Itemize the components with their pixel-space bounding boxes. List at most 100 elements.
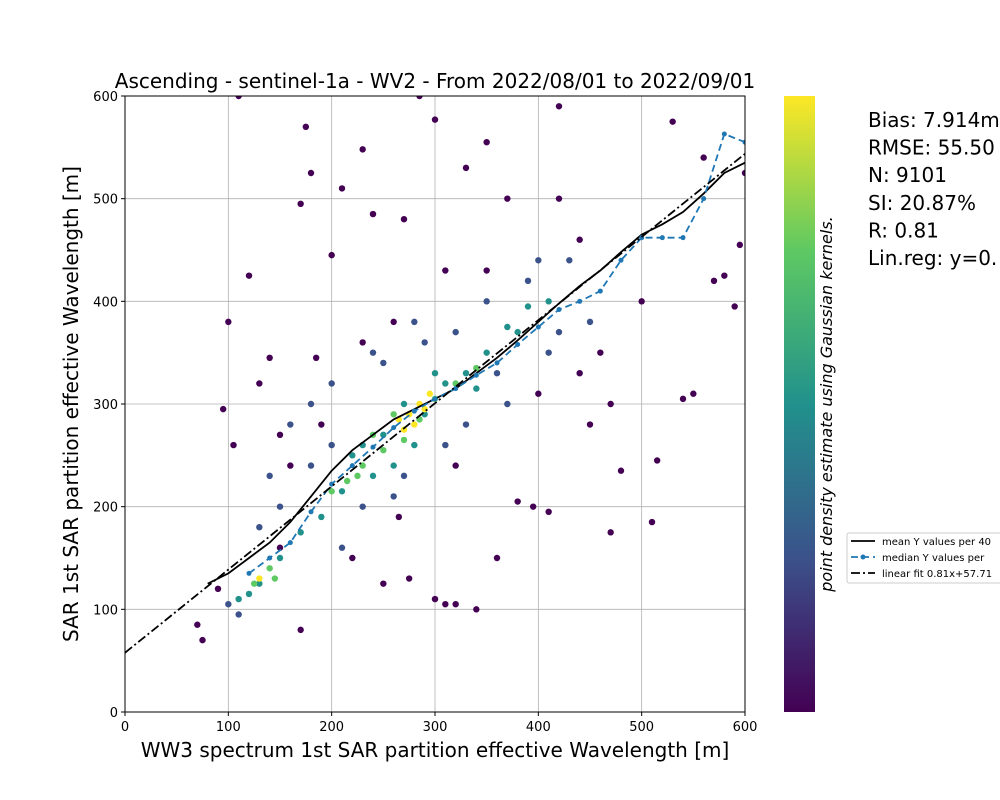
point [514, 328, 521, 336]
legend-label: median Y values per [882, 553, 985, 564]
stat-text: Lin.reg: y=0. [868, 246, 997, 270]
point [690, 390, 697, 397]
point [529, 503, 537, 510]
point [607, 400, 614, 408]
point [307, 169, 315, 177]
point [421, 339, 428, 346]
point [586, 421, 594, 428]
x-tick-label: 400 [526, 720, 551, 735]
point [276, 544, 284, 551]
point [287, 421, 294, 428]
point [545, 508, 552, 515]
x-tick-label: 600 [733, 720, 758, 735]
point [230, 441, 237, 449]
x-tick-label: 100 [216, 720, 241, 735]
point [452, 462, 459, 469]
point [431, 370, 439, 377]
series-marker [618, 257, 624, 263]
point [566, 257, 573, 264]
legend: mean Y values per 40 median Y values per l… [846, 532, 1000, 584]
point [400, 216, 408, 223]
point [514, 498, 521, 505]
point [359, 339, 366, 346]
point [597, 349, 604, 356]
point [256, 380, 263, 387]
point [266, 354, 273, 361]
point [338, 488, 346, 495]
point [483, 298, 490, 305]
legend-label: linear fit 0.81x+57.71 [882, 569, 992, 580]
series-marker [659, 235, 665, 241]
point [359, 146, 366, 153]
point [535, 257, 542, 264]
y-axis-label: SAR 1st SAR partition effective Waveleng… [59, 166, 83, 642]
point [452, 601, 459, 608]
point [328, 441, 335, 449]
series-marker [556, 307, 562, 313]
point [473, 385, 480, 392]
point [669, 118, 676, 125]
point [400, 472, 408, 480]
point [349, 554, 356, 562]
series-marker [246, 570, 252, 576]
point [400, 400, 408, 408]
point [328, 380, 335, 387]
y-tick-label: 0 [110, 706, 118, 721]
point [653, 457, 661, 464]
point [271, 575, 279, 582]
colorbar-label: point density estimate using Gaussian ke… [817, 216, 836, 592]
point [736, 241, 744, 249]
point [338, 185, 346, 192]
point [245, 272, 253, 279]
y-tick-label: 200 [93, 501, 118, 516]
series-marker [308, 509, 314, 515]
point [276, 503, 284, 510]
colorbar [784, 96, 815, 712]
series-marker [391, 425, 397, 431]
legend-label: mean Y values per 40 [882, 537, 991, 548]
point [576, 370, 583, 377]
point [411, 441, 418, 449]
point [250, 580, 258, 587]
point [276, 431, 284, 438]
series-marker [329, 481, 335, 487]
point [700, 154, 707, 161]
series-marker [515, 341, 521, 347]
point [369, 210, 377, 218]
point [369, 349, 377, 356]
point [442, 601, 449, 608]
point [462, 421, 470, 428]
point [524, 303, 532, 310]
stat-text: N: 9101 [868, 163, 947, 187]
point [442, 441, 449, 449]
point [312, 354, 320, 361]
lines [125, 131, 745, 654]
point [256, 575, 263, 582]
point [214, 585, 222, 592]
point [555, 103, 563, 110]
series-marker [597, 288, 603, 294]
point [338, 544, 346, 551]
point [318, 513, 325, 521]
point [545, 349, 552, 356]
point [426, 390, 434, 397]
y-tick-label: 100 [93, 603, 118, 618]
point [648, 518, 656, 526]
point [235, 96, 242, 100]
x-tick-label: 0 [121, 720, 129, 735]
point [235, 595, 242, 603]
point [297, 200, 304, 207]
point [256, 580, 263, 587]
point [524, 277, 532, 284]
point [302, 123, 310, 130]
point [359, 462, 366, 469]
point [256, 524, 263, 531]
point [493, 554, 501, 562]
point [380, 431, 387, 438]
series-marker [349, 463, 355, 469]
chart-title: Ascending - sentinel-1a - WV2 - From 202… [115, 69, 755, 93]
point [219, 405, 227, 413]
point [390, 462, 397, 469]
point [545, 298, 552, 305]
